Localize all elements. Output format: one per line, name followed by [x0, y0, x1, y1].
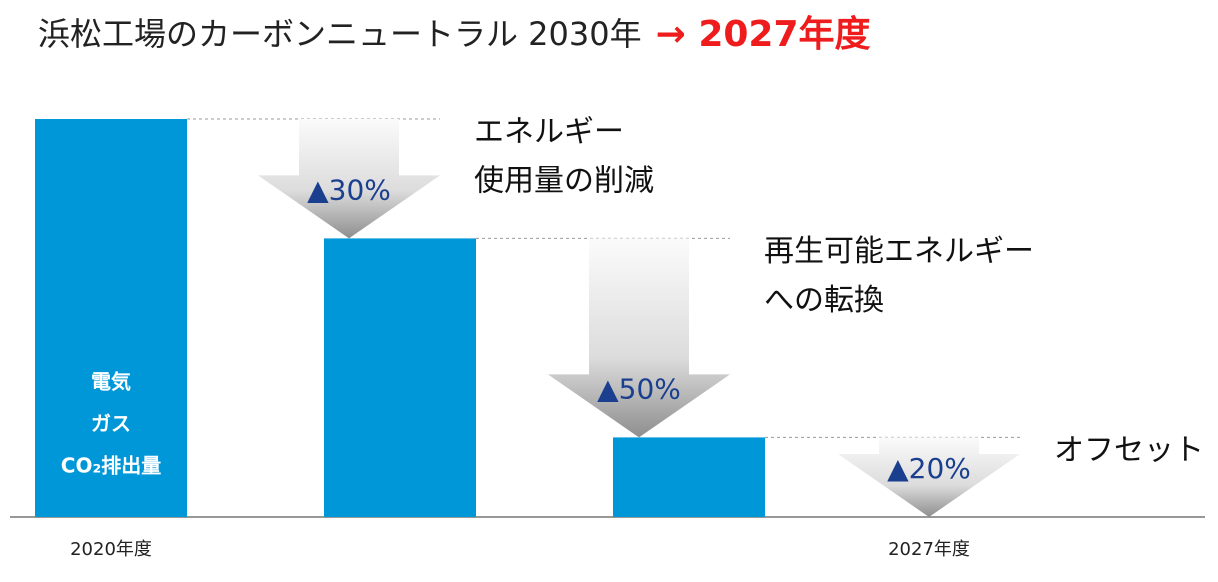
annotation: エネルギー — [474, 115, 624, 150]
step-label: ▲20% — [887, 452, 971, 485]
step-arrow — [258, 119, 440, 239]
x-tick-label: 2027年度 — [888, 539, 970, 560]
bar — [35, 119, 187, 517]
bar-label: ガス — [91, 412, 131, 436]
annotation: への転換 — [764, 283, 884, 318]
annotation: オフセット — [1054, 433, 1204, 468]
bar — [324, 238, 476, 517]
step-arrow — [838, 437, 1020, 517]
step-arrow — [548, 238, 730, 438]
step-label: ▲50% — [597, 372, 681, 405]
title-highlight: → 2027年度 — [656, 14, 871, 55]
bar-label: CO₂排出量 — [61, 454, 161, 478]
title-main: 浜松工場のカーボンニュートラル 2030年 — [38, 15, 642, 53]
chart-title: 浜松工場のカーボンニュートラル 2030年 → 2027年度 — [38, 14, 871, 55]
bar-label: 電気 — [91, 370, 131, 394]
step-label: ▲30% — [307, 173, 391, 206]
annotation: 再生可能エネルギー — [764, 234, 1034, 269]
bar — [613, 437, 765, 517]
x-tick-label: 2020年度 — [70, 539, 152, 560]
annotation: 使用量の削減 — [474, 164, 654, 199]
